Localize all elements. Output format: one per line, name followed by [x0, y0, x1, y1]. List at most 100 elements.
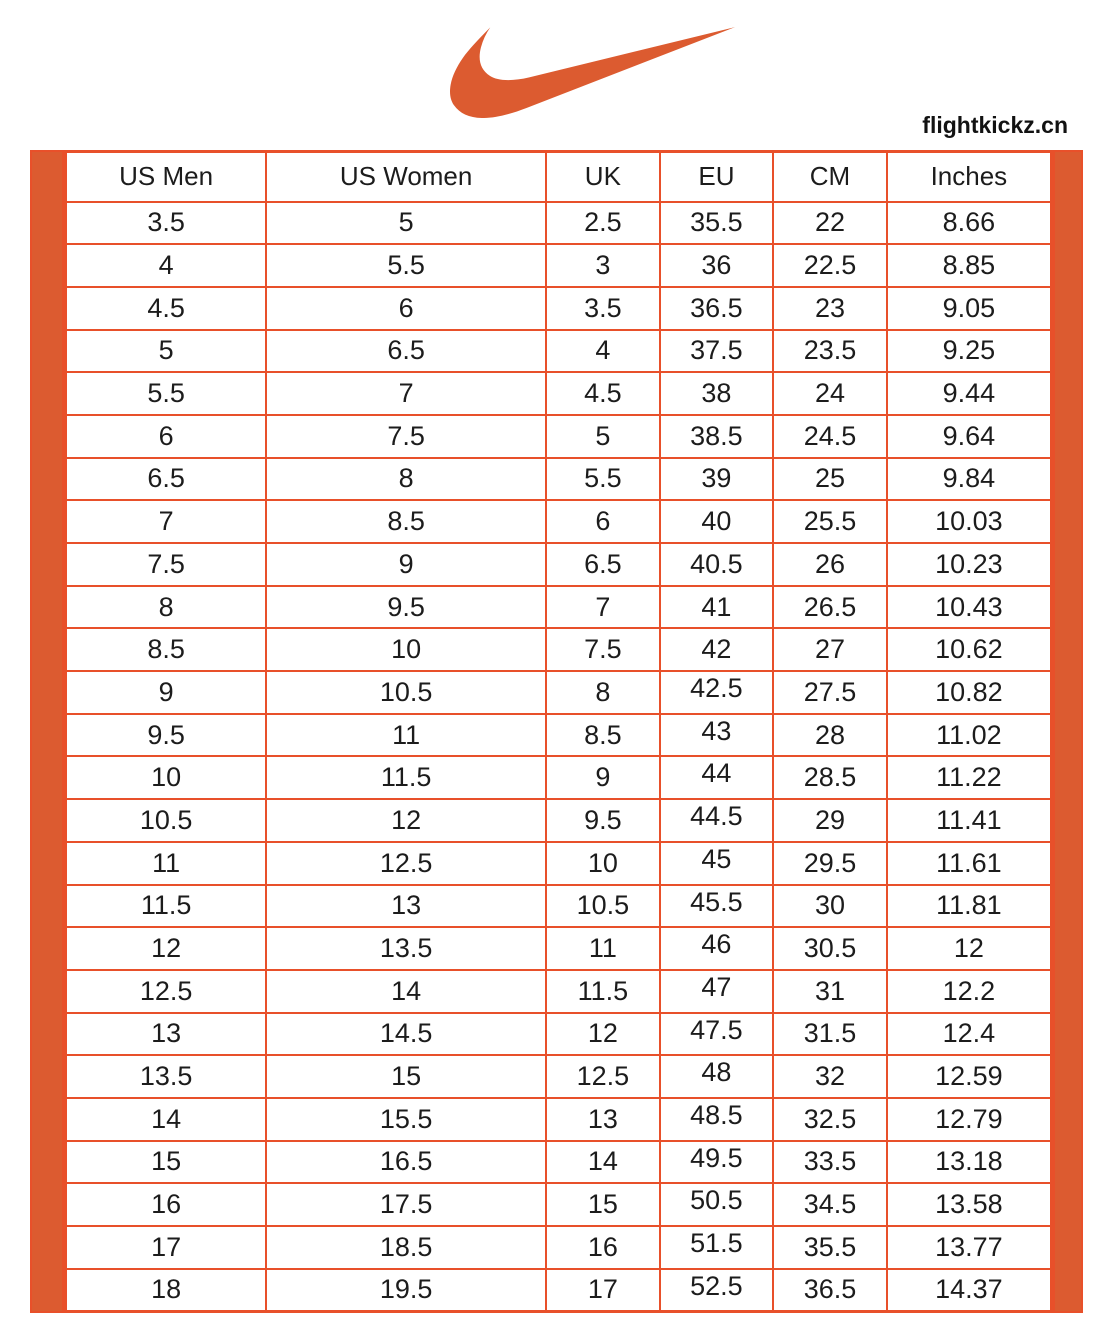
size-cell: 28.5	[772, 755, 888, 801]
size-cell: 6.5	[64, 456, 268, 502]
size-cell: 31.5	[772, 1011, 888, 1057]
table-row: 8.5 10 7.5 42 27 10.62	[64, 627, 1053, 673]
table-header-row: US Men US Women UK EU CM Inches	[64, 150, 1053, 203]
size-cell: 10	[64, 755, 268, 801]
table-row: 11.5 13 10.5 45.5 30 11.81	[64, 883, 1053, 929]
size-cell: 13	[64, 1011, 268, 1057]
table-row: 18 19.5 17 52.5 36.5 14.37	[64, 1267, 1053, 1313]
size-cell: 36.5	[658, 285, 775, 331]
size-cell: 43	[658, 712, 775, 758]
size-cell: 11.02	[885, 712, 1053, 758]
size-cell: 11.5	[64, 883, 268, 929]
size-cell: 8.5	[545, 712, 661, 758]
table-row: 3.5 5 2.5 35.5 22 8.66	[64, 200, 1053, 246]
size-cell: 7	[64, 499, 268, 544]
size-cell: 9.05	[885, 285, 1053, 331]
size-cell: 11.81	[885, 883, 1053, 929]
size-cell: 7.5	[545, 627, 661, 673]
size-cell: 23	[772, 285, 888, 331]
size-cell: 12.5	[64, 968, 268, 1014]
size-cell: 15	[545, 1182, 661, 1227]
table-row: 10 11.5 9 44 28.5 11.22	[64, 755, 1053, 801]
size-cell: 6	[64, 413, 268, 459]
size-cell: 41	[658, 584, 775, 630]
size-cell: 30	[772, 883, 888, 929]
size-cell: 12.79	[885, 1096, 1053, 1142]
size-cell: 39	[658, 456, 775, 502]
size-cell: 8.66	[885, 200, 1053, 246]
size-cell: 40	[658, 499, 775, 544]
table-row: 8 9.5 7 41 26.5 10.43	[64, 584, 1053, 630]
size-cell: 31	[772, 968, 888, 1014]
size-cell: 10.5	[265, 670, 548, 715]
table-row: 13.5 15 12.5 48 32 12.59	[64, 1054, 1053, 1099]
size-cell: 8	[64, 584, 268, 630]
size-cell: 24.5	[772, 413, 888, 459]
size-cell: 9.5	[265, 584, 548, 630]
size-cell: 9	[64, 670, 268, 715]
size-cell: 7.5	[265, 413, 548, 459]
column-header-uk: UK	[545, 150, 661, 203]
size-cell: 7	[265, 371, 548, 416]
size-cell: 12.5	[265, 840, 548, 886]
table-row: 16 17.5 15 50.5 34.5 13.58	[64, 1182, 1053, 1227]
table-row: 4.5 6 3.5 36.5 23 9.05	[64, 285, 1053, 331]
size-cell: 52.5	[658, 1267, 775, 1313]
size-cell: 8	[545, 670, 661, 715]
size-cell: 15.5	[265, 1096, 548, 1142]
size-cell: 37.5	[658, 328, 775, 374]
size-cell: 49.5	[658, 1139, 775, 1185]
size-cell: 10.62	[885, 627, 1053, 673]
size-cell: 9.25	[885, 328, 1053, 374]
size-cell: 13.77	[885, 1225, 1053, 1270]
size-cell: 4.5	[64, 285, 268, 331]
size-cell: 44	[658, 755, 775, 801]
size-cell: 6	[545, 499, 661, 544]
size-cell: 26.5	[772, 584, 888, 630]
size-cell: 14	[545, 1139, 661, 1185]
size-cell: 9.5	[545, 798, 661, 843]
right-accent-bar	[1053, 150, 1083, 1313]
column-header-us-men: US Men	[64, 150, 268, 203]
size-cell: 47.5	[658, 1011, 775, 1057]
size-cell: 9.64	[885, 413, 1053, 459]
size-cell: 46	[658, 926, 775, 971]
size-cell: 10.23	[885, 542, 1053, 587]
table-row: 7 8.5 6 40 25.5 10.03	[64, 499, 1053, 544]
size-cell: 50.5	[658, 1182, 775, 1227]
size-cell: 5.5	[265, 243, 548, 288]
left-accent-bar	[30, 150, 64, 1313]
size-cell: 14	[64, 1096, 268, 1142]
size-cell: 11	[265, 712, 548, 758]
watermark-text: flightkickz.cn	[922, 112, 1068, 138]
size-cell: 10	[545, 840, 661, 886]
nike-swoosh-icon	[450, 26, 735, 118]
size-cell: 6	[265, 285, 548, 331]
size-cell: 13.5	[64, 1054, 268, 1099]
size-cell: 45.5	[658, 883, 775, 929]
table-row: 6.5 8 5.5 39 25 9.84	[64, 456, 1053, 502]
size-cell: 19.5	[265, 1267, 548, 1313]
size-cell: 3	[545, 243, 661, 288]
size-cell: 25	[772, 456, 888, 502]
size-cell: 12	[265, 798, 548, 843]
column-header-cm: CM	[772, 150, 888, 203]
size-cell: 48	[658, 1054, 775, 1099]
size-cell: 11.22	[885, 755, 1053, 801]
size-cell: 11.5	[545, 968, 661, 1014]
size-cell: 12.59	[885, 1054, 1053, 1099]
size-cell: 42	[658, 627, 775, 673]
table-row: 12.5 14 11.5 47 31 12.2	[64, 968, 1053, 1014]
table-row: 15 16.5 14 49.5 33.5 13.18	[64, 1139, 1053, 1185]
table-row: 5.5 7 4.5 38 24 9.44	[64, 371, 1053, 416]
size-cell: 16	[545, 1225, 661, 1270]
size-chart: US Men US Women UK EU CM Inches 3.5 5 2.5 35.5 22…	[30, 150, 1083, 1313]
table-row: 14 15.5 13 48.5 32.5 12.79	[64, 1096, 1053, 1142]
size-cell: 11	[545, 926, 661, 971]
size-cell: 4	[64, 243, 268, 288]
size-cell: 12.2	[885, 968, 1053, 1014]
size-cell: 17	[64, 1225, 268, 1270]
size-cell: 34.5	[772, 1182, 888, 1227]
size-cell: 10.82	[885, 670, 1053, 715]
size-cell: 5	[64, 328, 268, 374]
